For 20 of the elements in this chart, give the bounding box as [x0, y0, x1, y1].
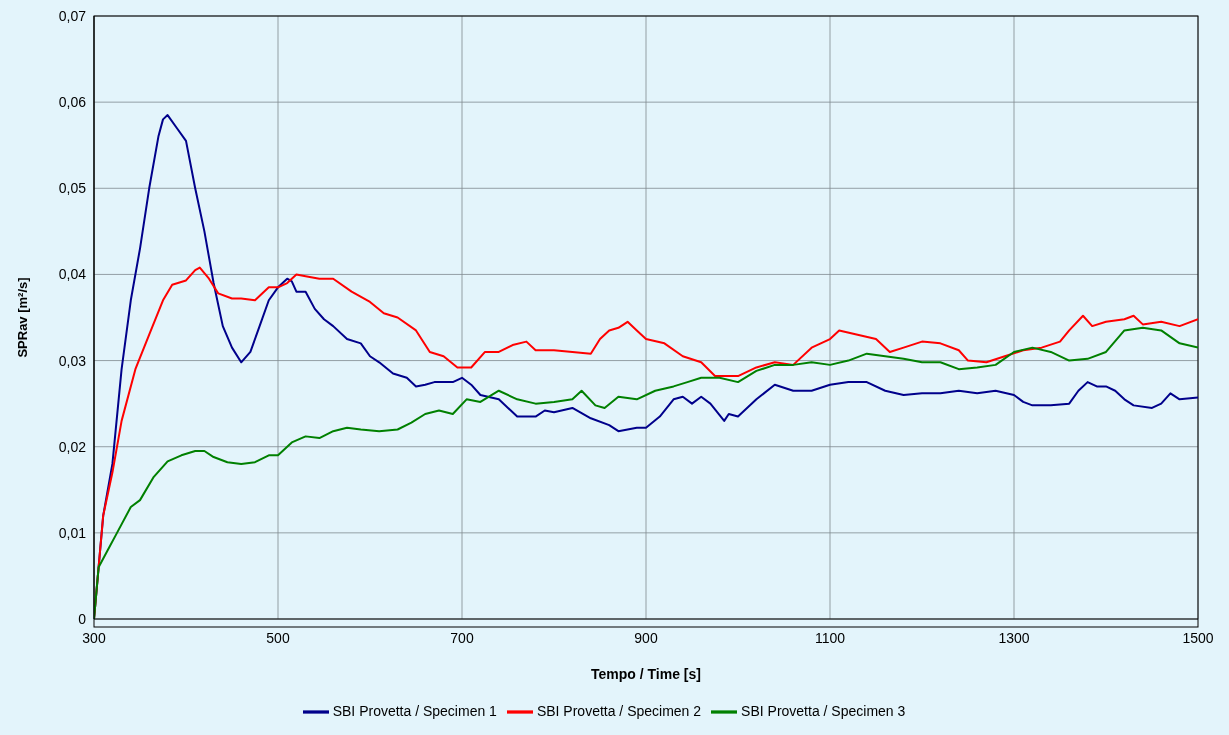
x-tick-label: 1100	[814, 629, 846, 646]
y-tick-label: 0	[78, 610, 87, 627]
x-tick-label: 900	[634, 629, 658, 646]
x-tick-label: 300	[82, 629, 106, 646]
y-axis-title: SPRav [m²/s]	[14, 277, 30, 358]
y-tick-label: 0,06	[58, 94, 87, 111]
x-tick-label: 1300	[998, 629, 1030, 646]
x-tick-label: 1500	[1182, 629, 1214, 646]
y-tick-label: 0,07	[58, 7, 87, 24]
y-tick-label: 0,03	[58, 352, 87, 369]
x-axis-title: Tempo / Time [s]	[591, 665, 701, 682]
y-tick-label: 0,05	[58, 180, 87, 197]
x-tick-label: 700	[450, 629, 474, 646]
legend-label: SBI Provetta / Specimen 2	[536, 702, 702, 719]
y-tick-label: 0,02	[58, 438, 87, 455]
legend-label: SBI Provetta / Specimen 1	[332, 702, 497, 719]
x-tick-label: 500	[266, 629, 290, 646]
y-tick-label: 0,04	[58, 266, 87, 283]
legend-label: SBI Provetta / Specimen 3	[741, 702, 906, 719]
y-tick-label: 0,01	[58, 524, 87, 541]
